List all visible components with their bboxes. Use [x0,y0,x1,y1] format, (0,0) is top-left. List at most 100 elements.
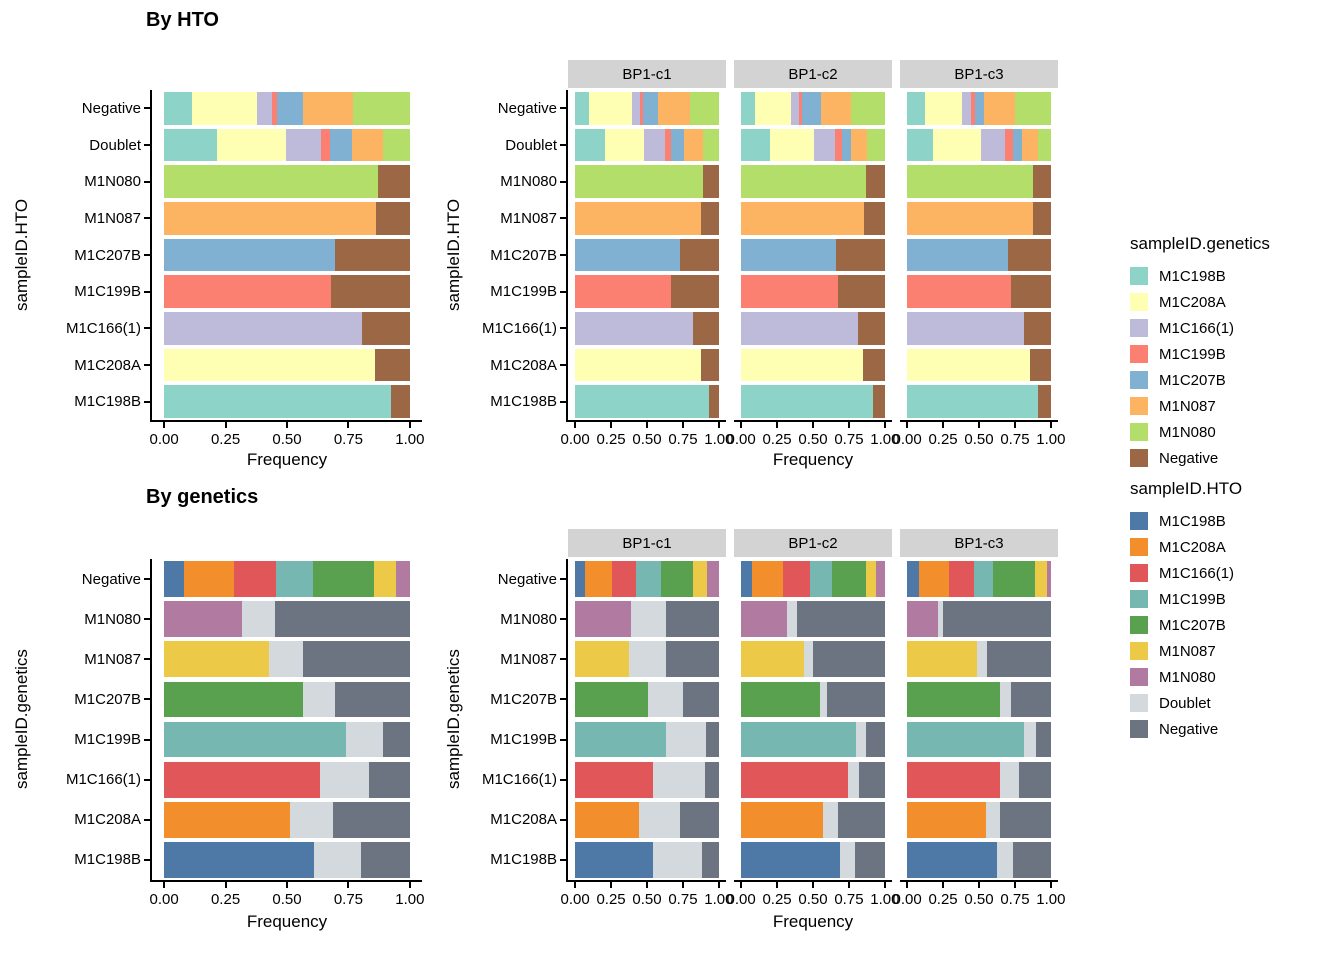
bar-segment-M1C199B [799,92,803,125]
y-axis-label-text: M1C207B [490,690,557,708]
y-axis-label: M1C166(1) [34,310,150,347]
bar-segment-M1N087 [693,561,708,597]
x-tick-label: 1.00 [1036,891,1066,908]
y-axis-label-text: M1N080 [84,610,141,628]
bar-segment-M1C207B [975,92,985,125]
y-axis-label-text: M1N087 [500,209,557,227]
bar-segment-Negative [700,202,719,235]
x-axis: 0.00 0.25 0.50 0.75 1.00 [893,420,1065,454]
stacked-bar-M1C166(1) [741,761,885,798]
bar-segment-Negative [702,165,719,198]
stacked-bar-M1N087 [741,202,885,235]
bar-segment-M1N080 [1037,128,1051,162]
y-axis-label: M1C208A [448,800,566,840]
bar-segment-M1N080 [689,92,719,125]
bar-segment-M1N087 [866,561,877,597]
bar-segment-M1N087 [1034,561,1047,597]
facet-strip: BP1-c1 [568,529,726,557]
bar-row [741,760,885,800]
bar-segment-M1C199B [635,561,662,597]
bar-row [741,163,885,200]
bar-segment-Negative [704,761,719,798]
bar-segment-Negative [369,761,410,798]
legend-entry: M1C207B [1130,612,1344,638]
y-axis-label-text: Negative [497,99,557,117]
legend-entry: M1C207B [1130,367,1344,393]
bar-segment-M1C207B [313,561,375,597]
bar-segment-M1N087 [352,128,384,162]
x-tick-label: 0.75 [834,431,864,448]
x-tick-label: 0.25 [762,891,792,908]
bar-row [907,720,1051,760]
y-axis-label: M1N087 [448,200,566,237]
stacked-bar-M1N087 [907,202,1051,235]
bar-segment-M1C166(1) [948,561,974,597]
bar-segment-M1C166(1) [741,761,848,798]
legend-label: M1C198B [1159,267,1226,285]
x-tick [847,422,850,428]
y-tick [144,290,150,293]
y-axis-label-text: M1C208A [490,356,557,374]
legend-sampleid-hto: sampleID.HTO M1C198B M1C208A M1C166(1) M1C1… [1130,479,1344,742]
bar-segment-M1C207B [741,238,837,272]
y-axis-label-text: M1C207B [74,246,141,264]
y-tick [144,818,150,821]
y-tick [560,578,566,581]
y-axis-labels: Negative Doublet M1N080 M1N087 M1C207B M1C199… [34,90,150,420]
y-tick [144,144,150,146]
stacked-bar-M1C166(1) [907,761,1051,798]
bar-segment-M1C208A [907,348,1031,382]
y-tick [560,698,566,701]
bar-segment-M1C207B [276,92,303,125]
y-tick [144,107,150,110]
bar-segment-Negative [700,348,719,382]
y-tick [144,364,150,367]
stacked-bar-M1C166(1) [575,761,719,798]
x-tick [1049,422,1052,428]
bar-segment-M1C166(1) [575,761,653,798]
x-tick-label: 0.75 [1000,891,1030,908]
legend-label: Negative [1159,720,1219,738]
bars-area [568,90,726,420]
facet-strip: BP1-c3 [900,60,1058,88]
x-tick [717,422,720,428]
stacked-bar-M1N087 [907,641,1051,678]
bar-row [164,559,410,599]
stacked-bar-Doublet [741,128,885,162]
legend-swatch [1130,371,1148,389]
bar-segment-M1N087 [658,92,690,125]
bar-segment-Doublet [289,801,334,838]
x-axis-title: Frequency [246,450,328,469]
y-axis-label-text: M1C208A [490,811,557,829]
y-tick [560,254,566,257]
bar-segment-M1C208A [933,128,981,162]
bar-segment-M1C207B [741,681,820,718]
bar-segment-Doublet [1000,761,1019,798]
bar-segment-M1N087 [575,641,630,678]
bar-row [575,559,719,599]
bar-row [164,90,410,127]
stacked-bar-Doublet [907,128,1051,162]
bar-segment-M1N087 [164,641,270,678]
bar-segment-Negative [360,842,410,878]
bar-segment-Negative [709,385,719,419]
x-tick [978,882,980,888]
x-tick-label: 0.50 [632,431,662,448]
stacked-bar-M1N087 [164,641,410,678]
bar-row [164,599,410,639]
y-axis-title: sampleID.genetics [12,649,31,790]
bar-row [164,679,410,719]
bar-segment-Negative [812,641,885,678]
facet-panel-bp1-c2: BP1-c2 0.00 0.25 0.50 0.75 1.00 [727,60,899,448]
y-tick [560,290,566,293]
bar-segment-Negative [859,761,885,798]
bar-segment-M1N087 [1021,128,1038,162]
bar-segment-M1N087 [820,92,851,125]
y-tick [560,858,566,861]
bar-segment-Negative [986,641,1051,678]
y-tick [560,778,566,781]
bar-segment-M1C198B [164,92,192,125]
y-axis-label-text: M1N087 [500,650,557,668]
bar-segment-M1C166(1) [612,561,636,597]
x-tick-label: 0.25 [210,431,241,448]
